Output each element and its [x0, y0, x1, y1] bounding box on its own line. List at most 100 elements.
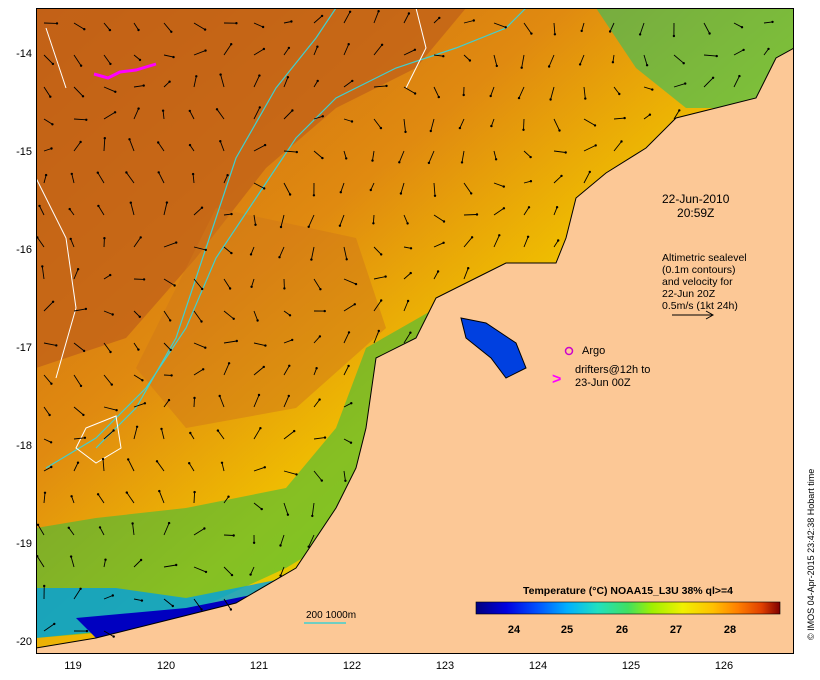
velocity-arrowhead [112, 429, 115, 432]
velocity-arrowhead [594, 144, 597, 147]
velocity-arrowhead [347, 331, 351, 334]
velocity-arrowhead [502, 185, 505, 188]
velocity-arrow [343, 118, 353, 122]
drifter-legend: drifters@12h to 23-Jun 00Z [575, 364, 650, 390]
velocity-arrowhead [291, 109, 294, 112]
sst-map: > [36, 8, 794, 654]
velocity-arrow [129, 139, 135, 152]
velocity-arrowhead [103, 137, 107, 140]
velocity-arrow [313, 115, 323, 120]
velocity-arrowhead [249, 253, 253, 256]
velocity-arrowhead [468, 59, 472, 62]
velocity-arrow [493, 22, 506, 28]
velocity-arrowhead [232, 534, 235, 537]
velocity-arrowhead [344, 479, 347, 482]
velocity-arrow [763, 48, 769, 56]
velocity-arrow [103, 138, 106, 152]
velocity-arrow [193, 598, 202, 610]
velocity-arrowhead [169, 348, 172, 352]
velocity-arrow [73, 86, 84, 97]
velocity-arrowhead [494, 158, 498, 161]
velocity-arrowhead [287, 46, 291, 50]
velocity-arrowhead [345, 157, 348, 160]
velocity-arrow [193, 76, 197, 88]
velocity-arrow [163, 564, 177, 568]
velocity-arrow [71, 173, 75, 184]
cool-water-band [596, 8, 794, 108]
velocity-arrow [283, 470, 297, 475]
velocity-arrowhead [109, 350, 112, 354]
velocity-arrow [73, 54, 82, 66]
velocity-arrowhead [79, 140, 82, 144]
isobath-legend-label: 200 1000m [306, 610, 357, 621]
velocity-arrow [523, 22, 532, 34]
velocity-arrowhead [462, 93, 465, 97]
velocity-arrowhead [460, 161, 464, 164]
velocity-arrowhead [380, 43, 384, 46]
velocity-arrow [73, 462, 79, 472]
velocity-arrowhead [195, 75, 198, 78]
velocity-arrowhead [438, 16, 441, 20]
velocity-arrow [403, 300, 409, 312]
velocity-arrow [493, 54, 498, 67]
velocity-arrow [133, 374, 143, 381]
velocity-arrow [73, 118, 87, 121]
velocity-arrow [433, 271, 439, 280]
velocity-arrowhead [141, 379, 144, 382]
velocity-arrowhead [50, 465, 53, 469]
velocity-arrow [193, 368, 204, 376]
velocity-arrowhead [43, 584, 46, 588]
velocity-arrow [398, 150, 405, 163]
velocity-arrow [189, 110, 195, 120]
velocity-arrowhead [172, 55, 175, 59]
velocity-arrowhead [349, 441, 353, 444]
velocity-arrow [403, 272, 411, 280]
velocity-arrowhead [142, 278, 146, 281]
velocity-arrow [339, 214, 345, 226]
velocity-arrow [193, 22, 206, 30]
velocity-arrow [133, 559, 142, 568]
velocity-arrowhead [76, 461, 80, 464]
lat-tick: -17 [16, 342, 32, 354]
velocity-arrow [253, 427, 261, 440]
colorbar [475, 601, 781, 615]
velocity-arrow [163, 399, 170, 408]
image-timestamp: 22-Jun-2010 20:59Z [662, 192, 729, 220]
velocity-arrowhead [682, 62, 685, 65]
velocity-arrowhead [399, 192, 403, 195]
velocity-arrowhead [50, 382, 53, 385]
velocity-arrow [283, 110, 293, 120]
velocity-arrow [373, 246, 382, 255]
velocity-arrowhead [339, 191, 342, 194]
velocity-arrow [253, 310, 259, 321]
velocity-arrowhead [256, 319, 259, 322]
velocity-arrowhead [578, 63, 582, 66]
velocity-arrowhead [522, 128, 525, 131]
velocity-arrowhead [137, 348, 140, 351]
velocity-arrowhead [436, 270, 440, 273]
velocity-arrowhead [263, 143, 267, 147]
velocity-arrow [223, 310, 234, 320]
velocity-arrowhead [409, 331, 412, 334]
velocity-arrow [161, 428, 165, 440]
velocity-arrowhead [711, 76, 715, 80]
velocity-arrowhead [103, 237, 106, 240]
velocity-arrowhead [645, 64, 649, 67]
velocity-arrow [643, 114, 651, 120]
velocity-arrow [523, 150, 531, 158]
velocity-arrowhead [227, 362, 231, 365]
velocity-arrowhead [489, 94, 492, 98]
velocity-arrowhead [715, 54, 718, 58]
velocity-arrowhead [527, 206, 531, 209]
velocity-arrow [37, 524, 45, 536]
velocity-arrowhead [204, 570, 208, 574]
velocity-arrow [253, 342, 266, 347]
velocity-arrowhead [286, 513, 290, 516]
velocity-arrow [343, 278, 357, 285]
velocity-arrowhead [49, 95, 52, 98]
velocity-arrowhead [51, 300, 55, 303]
velocity-arrow [459, 118, 465, 129]
velocity-arrowhead [157, 171, 160, 174]
velocity-arrow [73, 141, 81, 152]
velocity-arrow [103, 86, 116, 93]
